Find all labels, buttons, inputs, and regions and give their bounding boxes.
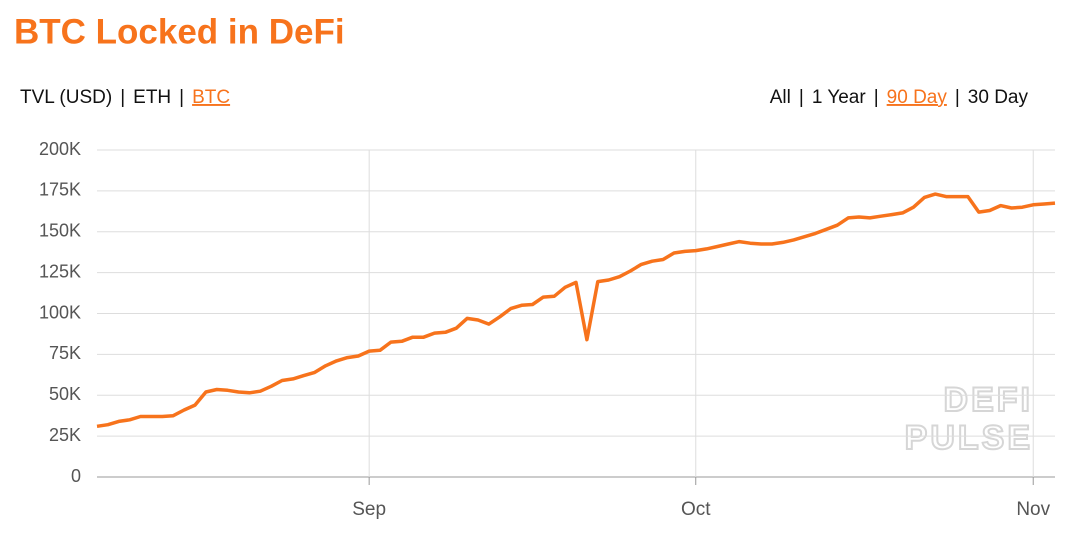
x-tick-label: Sep [352,499,386,520]
tab-separator: | [799,87,804,108]
x-tick-label: Nov [1016,499,1050,520]
y-tick-label: 125K [39,261,81,281]
watermark-text: PULSE [905,419,1033,457]
tab-separator: | [179,87,184,108]
tab[interactable]: TVL (USD) [20,87,112,108]
y-tick-label: 25K [49,425,81,445]
y-tick-label: 50K [49,384,81,404]
tab[interactable]: BTC [192,87,230,108]
range-tabs: All | 1 Year | 90 Day | 30 Day [770,87,1029,108]
tab[interactable]: All [770,87,791,108]
tab-separator: | [955,87,960,108]
y-tick-label: 0 [71,466,81,486]
y-tick-label: 100K [39,302,81,322]
tab[interactable]: 90 Day [887,87,948,108]
y-tick-label: 150K [39,221,81,241]
chart-title: BTC Locked in DeFi [14,12,345,51]
tab-separator: | [874,87,879,108]
tab[interactable]: 30 Day [968,87,1029,108]
metric-tabs: TVL (USD) | ETH | BTC [20,87,230,108]
tab[interactable]: 1 Year [812,87,867,108]
y-tick-label: 75K [49,343,81,363]
tab[interactable]: ETH [133,87,171,108]
x-tick-label: Oct [681,499,711,520]
y-tick-label: 200K [39,139,81,159]
tab-separator: | [120,87,125,108]
y-tick-label: 175K [39,180,81,200]
series-line [96,192,1056,429]
watermark-text: DEFI [944,381,1033,419]
